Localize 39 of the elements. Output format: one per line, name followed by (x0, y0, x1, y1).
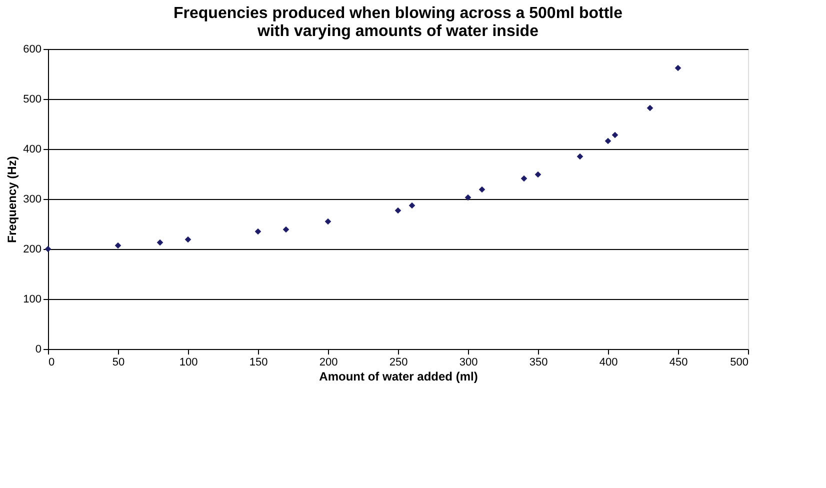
y-tick-label: 500 (23, 94, 42, 106)
point (464, 194, 472, 201)
x-tick-label: 250 (389, 356, 408, 368)
point (478, 186, 486, 193)
x-tick-label: 200 (319, 356, 338, 368)
point (156, 239, 164, 246)
y-tick-label: 400 (23, 144, 42, 156)
x-tick-label: 150 (249, 356, 268, 368)
y-tick-label: 100 (23, 294, 42, 306)
y-tick-label: 200 (23, 244, 42, 256)
x-tick-label: 100 (179, 356, 198, 368)
point (674, 64, 682, 72)
x-tick-label: 300 (459, 356, 478, 368)
point (520, 175, 528, 182)
y-tick-label: 0 (35, 344, 42, 356)
point (254, 228, 262, 235)
point (612, 132, 618, 138)
point (576, 153, 584, 160)
x-tick-label: 50 (112, 356, 125, 368)
point (646, 104, 654, 112)
text: Frequencies produced when blowing across a 500ml bottle (174, 5, 622, 22)
point (184, 236, 192, 243)
x-tick-label: 0 (48, 356, 55, 368)
x-tick-label: 500 (730, 356, 748, 368)
y-tick-label: 600 (23, 44, 42, 56)
x-axis-title: Amount of water added (ml) (319, 370, 478, 384)
point (534, 171, 542, 178)
point (408, 202, 416, 209)
x-tick-label: 400 (599, 356, 618, 368)
x-tick-label: 450 (669, 356, 688, 368)
point (282, 226, 290, 233)
point (604, 138, 612, 144)
x-tick-label: 350 (529, 356, 548, 368)
y-axis-title: Frequency (Hz) (5, 156, 20, 243)
y-tick-label: 300 (23, 194, 42, 206)
point (114, 242, 122, 249)
point (324, 218, 332, 225)
text: with varying amounts of water inside (258, 23, 538, 40)
point (394, 207, 402, 214)
